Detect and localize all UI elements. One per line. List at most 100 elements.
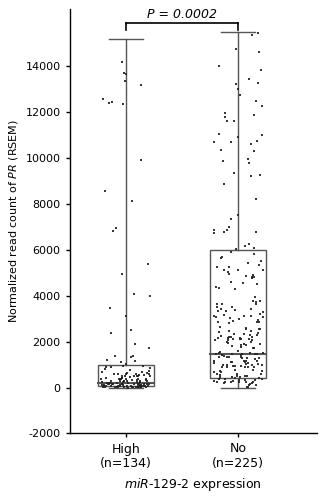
Point bbox=[130, 352, 135, 360]
Point bbox=[212, 336, 217, 344]
Point bbox=[101, 382, 106, 390]
Point bbox=[217, 367, 222, 375]
Y-axis label: Normalized read count of $\it{PR}$ (RSEM): Normalized read count of $\it{PR}$ (RSEM… bbox=[7, 120, 20, 324]
Point bbox=[244, 382, 249, 390]
Point bbox=[248, 140, 253, 148]
Point bbox=[232, 169, 237, 177]
Point bbox=[236, 347, 241, 355]
Point bbox=[254, 350, 259, 358]
Point bbox=[212, 229, 217, 237]
Point bbox=[137, 377, 143, 385]
Point bbox=[138, 381, 143, 389]
Point bbox=[223, 113, 228, 121]
Point bbox=[135, 380, 141, 388]
Point bbox=[260, 361, 265, 369]
Point bbox=[239, 335, 244, 343]
Point bbox=[237, 376, 242, 384]
Point bbox=[129, 326, 134, 334]
Point bbox=[233, 285, 238, 293]
Point bbox=[100, 383, 106, 391]
Point bbox=[138, 384, 143, 392]
Point bbox=[226, 353, 232, 361]
Point bbox=[259, 370, 264, 378]
Point bbox=[133, 383, 138, 391]
Point bbox=[215, 334, 220, 342]
Point bbox=[119, 58, 124, 66]
Point bbox=[111, 380, 116, 388]
Point bbox=[248, 380, 253, 388]
Point bbox=[242, 376, 248, 384]
Point bbox=[124, 376, 129, 384]
Point bbox=[214, 263, 219, 271]
Point bbox=[229, 138, 234, 146]
Point bbox=[120, 374, 125, 382]
Point bbox=[228, 333, 234, 341]
Point bbox=[218, 368, 224, 376]
Point bbox=[136, 370, 142, 378]
Point bbox=[112, 352, 118, 360]
Point bbox=[127, 366, 133, 374]
Point bbox=[238, 336, 243, 344]
Point bbox=[226, 223, 232, 231]
Point bbox=[247, 336, 252, 344]
Point bbox=[249, 31, 254, 39]
Point bbox=[134, 376, 139, 384]
Point bbox=[115, 379, 120, 387]
Point bbox=[107, 98, 112, 106]
Point bbox=[254, 98, 259, 106]
Point bbox=[237, 372, 243, 380]
Point bbox=[216, 328, 221, 336]
Point bbox=[249, 336, 254, 344]
Point bbox=[112, 383, 118, 391]
Point bbox=[131, 372, 136, 380]
Point bbox=[244, 354, 249, 362]
FancyBboxPatch shape bbox=[98, 364, 154, 386]
Point bbox=[137, 382, 143, 390]
Point bbox=[250, 272, 255, 280]
Point bbox=[225, 336, 230, 344]
Point bbox=[258, 66, 263, 74]
Point bbox=[230, 342, 235, 350]
Point bbox=[139, 368, 145, 376]
Point bbox=[234, 80, 239, 88]
Point bbox=[254, 138, 259, 145]
Point bbox=[230, 318, 236, 326]
Point bbox=[251, 297, 256, 305]
Point bbox=[125, 384, 130, 392]
Point bbox=[249, 378, 254, 386]
Point bbox=[254, 300, 259, 308]
Point bbox=[107, 304, 112, 312]
Point bbox=[123, 70, 129, 78]
Point bbox=[236, 132, 241, 140]
Point bbox=[227, 318, 232, 326]
Point bbox=[257, 354, 262, 362]
Point bbox=[232, 374, 237, 382]
Point bbox=[146, 368, 151, 376]
Point bbox=[237, 90, 243, 98]
Point bbox=[238, 343, 243, 351]
Point bbox=[211, 358, 216, 366]
Point bbox=[251, 111, 257, 119]
Point bbox=[243, 341, 248, 349]
Point bbox=[235, 84, 240, 92]
Point bbox=[218, 306, 223, 314]
Point bbox=[121, 382, 126, 390]
Point bbox=[105, 378, 110, 386]
Point bbox=[253, 376, 258, 384]
Point bbox=[247, 75, 252, 83]
Point bbox=[215, 300, 220, 308]
Point bbox=[255, 328, 260, 336]
Point bbox=[260, 313, 265, 321]
Point bbox=[259, 374, 264, 382]
Point bbox=[216, 375, 222, 383]
Point bbox=[258, 324, 263, 332]
Point bbox=[141, 362, 146, 370]
Point bbox=[227, 314, 232, 322]
Point bbox=[231, 335, 236, 343]
Point bbox=[130, 196, 135, 204]
Point bbox=[118, 376, 123, 384]
Point bbox=[244, 272, 249, 280]
Point bbox=[257, 310, 262, 318]
Point bbox=[243, 362, 248, 370]
FancyBboxPatch shape bbox=[210, 250, 266, 378]
